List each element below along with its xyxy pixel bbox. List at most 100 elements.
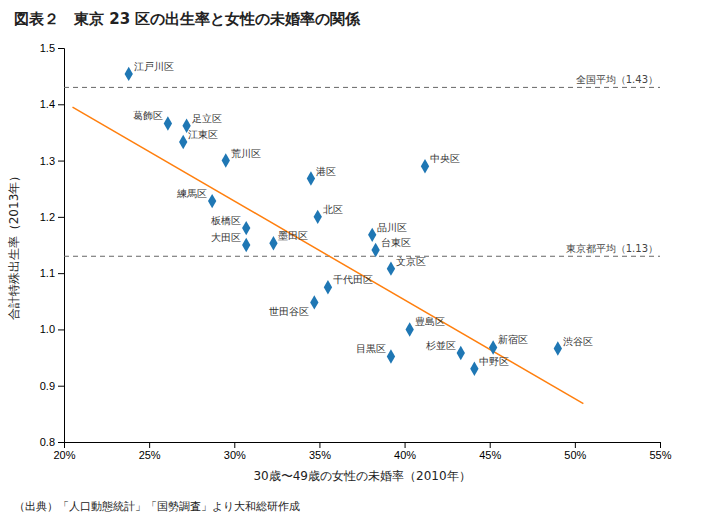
point	[164, 116, 172, 130]
x-axis-title: 30歳〜49歳の女性の未婚率（2010年）	[253, 469, 470, 483]
point-label: 世田谷区	[269, 306, 309, 317]
y-axis-tick-label: 0.8	[40, 436, 55, 448]
point	[269, 236, 277, 250]
point-label: 板橋区	[210, 215, 241, 226]
x-axis-tick: 55%	[649, 442, 671, 461]
point-label: 渋谷区	[563, 336, 593, 347]
point	[208, 194, 216, 208]
x-axis-tick-label: 35%	[309, 449, 331, 461]
point	[457, 346, 465, 360]
point	[387, 349, 395, 363]
point	[314, 210, 322, 224]
x-axis-tick-label: 40%	[394, 449, 416, 461]
chart-container: 図表２ 東京 23 区の出生率と女性の未婚率の関係 20% 25% 30% 35% 40%…	[0, 0, 704, 520]
x-axis-tick-label: 25%	[139, 449, 161, 461]
point	[368, 228, 376, 242]
point	[371, 243, 379, 257]
point	[554, 341, 562, 355]
x-axis-tick: 25%	[139, 442, 161, 461]
y-axis-tick-label: 1.3	[40, 155, 55, 167]
y-axis-tick-mark	[58, 217, 64, 218]
point	[489, 340, 497, 354]
point-label: 足立区	[192, 113, 222, 124]
point	[242, 221, 250, 235]
y-axis-tick-label: 1.0	[40, 323, 55, 335]
point	[470, 362, 478, 376]
x-axis-tick-mark	[405, 442, 406, 448]
y-axis-line	[58, 49, 65, 443]
reference-line-label: 全国平均（1.43）	[576, 74, 658, 85]
y-axis-tick-label: 0.9	[40, 380, 55, 392]
x-axis-tick: 45%	[479, 442, 501, 461]
y-axis-tick-label: 1.5	[40, 42, 55, 54]
x-axis-tick-label: 50%	[564, 449, 586, 461]
y-axis-title: 合計特殊出生率（2013年）	[7, 170, 21, 321]
y-axis-tick: 1.4	[40, 98, 64, 110]
y-axis-tick-mark	[58, 273, 64, 274]
y-axis-tick-mark	[58, 386, 64, 387]
point-label: 大田区	[211, 232, 241, 243]
point	[406, 322, 414, 336]
y-axis-tick-mark	[58, 104, 64, 105]
x-axis-tick-mark	[575, 442, 576, 448]
reference-line	[64, 256, 660, 257]
y-axis-tick-mark	[58, 329, 64, 330]
point	[179, 135, 187, 149]
point-label: 荒川区	[231, 148, 261, 159]
annotations: 江戸川区葛飾区足立区江東区荒川区練馬区板橋区大田区墨田区港区北区品川区台東区文京…	[133, 61, 658, 367]
chart-svg: 図表２ 東京 23 区の出生率と女性の未婚率の関係 20% 25% 30% 35% 40%…	[0, 0, 704, 520]
point-label: 杉並区	[425, 340, 456, 351]
point-label: 新宿区	[498, 334, 528, 345]
point-label: 中野区	[479, 356, 509, 367]
y-axis-tick-label: 1.1	[40, 267, 55, 279]
point-label: 墨田区	[278, 230, 308, 241]
x-axis-tick-label: 45%	[479, 449, 501, 461]
point	[421, 159, 429, 173]
x-axis-tick-mark	[149, 442, 150, 448]
y-axis-tick-mark	[58, 442, 64, 443]
y-axis-tick: 0.9	[40, 380, 64, 392]
x-axis-tick-mark	[660, 442, 661, 448]
point-label: 北区	[323, 204, 343, 215]
x-axis-tick-label: 20%	[53, 449, 75, 461]
point-label: 台東区	[381, 237, 411, 248]
point-label: 千代田区	[333, 274, 373, 285]
point	[324, 280, 332, 294]
point-label: 練馬区	[176, 188, 207, 199]
y-axis-tick-label: 1.4	[40, 98, 55, 110]
point	[242, 238, 250, 252]
point	[310, 295, 318, 309]
x-axis: 20% 25% 30% 35% 40% 45% 50% 55%	[53, 442, 671, 461]
point	[125, 67, 133, 81]
y-axis-tick: 1.3	[40, 155, 64, 167]
x-axis-tick-label: 30%	[224, 449, 246, 461]
x-axis-tick: 20%	[53, 442, 75, 461]
x-axis-tick-mark	[234, 442, 235, 448]
reference-line	[64, 87, 660, 88]
y-axis-tick: 1.1	[40, 267, 64, 279]
point-label: 品川区	[377, 222, 407, 233]
point-label: 葛飾区	[133, 110, 163, 121]
x-axis-line	[65, 443, 661, 449]
point-label: 豊島区	[415, 316, 445, 327]
x-axis-tick: 40%	[394, 442, 416, 461]
y-axis-tick-label: 1.2	[40, 211, 55, 223]
y-axis-tick: 1.2	[40, 211, 64, 223]
marks	[64, 67, 660, 404]
point-label: 目黒区	[356, 343, 386, 354]
y-axis-tick: 1.0	[40, 323, 64, 335]
point-label: 文京区	[396, 256, 426, 267]
point	[222, 153, 230, 167]
title: 図表２ 東京 23 区の出生率と女性の未婚率の関係	[14, 10, 361, 28]
x-axis-tick: 50%	[564, 442, 586, 461]
footnote: （出典）「人口動態統計」「国勢調査」より大和総研作成	[14, 500, 300, 513]
x-axis-tick-mark	[490, 442, 491, 448]
x-axis-tick-label: 55%	[649, 449, 671, 461]
point	[387, 261, 395, 275]
trend-line	[73, 107, 584, 404]
point-label: 江戸川区	[134, 61, 174, 72]
x-axis-tick: 30%	[224, 442, 246, 461]
x-axis-tick-mark	[319, 442, 320, 448]
y-axis-tick-mark	[58, 161, 64, 162]
x-axis-tick: 35%	[309, 442, 331, 461]
